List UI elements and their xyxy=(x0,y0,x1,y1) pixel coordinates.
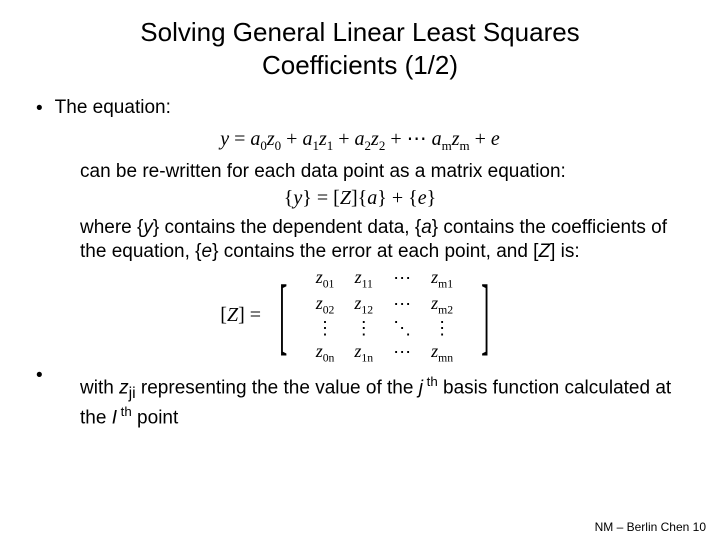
title-line-1: Solving General Linear Least Squares xyxy=(140,17,579,47)
equation-2: {y} = [Z]{a} + {e} xyxy=(30,187,690,210)
bullet-1-text: The equation: xyxy=(55,97,171,119)
p2-m3: } contains the error at each point, and … xyxy=(212,241,538,262)
p2-pre: where { xyxy=(80,217,143,238)
bullet-1: • The equation: xyxy=(36,97,690,122)
p3-end: point xyxy=(132,408,178,429)
paragraph-2: where {y} contains the dependent data, {… xyxy=(80,216,680,264)
p3-th1: th xyxy=(423,374,438,389)
paragraph-1: can be re-written for each data point as… xyxy=(80,160,680,184)
mlbl-pre: [ xyxy=(220,304,227,326)
mlbl-post: ] = xyxy=(238,304,261,326)
title-line-2: Coefficients (1/2) xyxy=(262,50,458,80)
matrix-equation: [Z] = [ z01z11⋯zm1z02z12⋯zm2⋮⋮⋱⋮z0nz1n⋯z… xyxy=(30,266,690,366)
p2-e: e xyxy=(202,241,213,262)
p2-y: y xyxy=(143,217,153,238)
p3-th2: th xyxy=(117,404,132,419)
left-bracket-icon: [ xyxy=(279,277,287,354)
matrix-table: z01z11⋯zm1z02z12⋯zm2⋮⋮⋱⋮z0nz1n⋯zmn xyxy=(306,266,463,366)
p2-end: ] is: xyxy=(550,241,580,262)
bullet-dot: • xyxy=(36,97,43,122)
footer-text: NM – Berlin Chen 10 xyxy=(595,520,706,534)
p3-sub: ji xyxy=(129,386,136,403)
p2-m1: } contains the dependent data, { xyxy=(153,217,421,238)
p3-m1: representing the the value of the xyxy=(136,378,419,399)
bullet-dot-2: • xyxy=(36,364,43,389)
slide-title: Solving General Linear Least Squares Coe… xyxy=(30,16,690,81)
equation-1: y = a0z0 + a1z1 + a2z2 + ⋯ amzm + e xyxy=(30,126,690,154)
p2-z: Z xyxy=(538,241,550,262)
p3-pre: with xyxy=(80,378,119,399)
right-bracket-icon: ] xyxy=(481,277,489,354)
p2-a: a xyxy=(421,217,432,238)
mlbl-z: Z xyxy=(227,304,238,326)
p3-z: z xyxy=(119,378,129,399)
matrix-label: [Z] = xyxy=(220,304,261,327)
paragraph-3: with zji representing the the value of t… xyxy=(80,374,680,430)
